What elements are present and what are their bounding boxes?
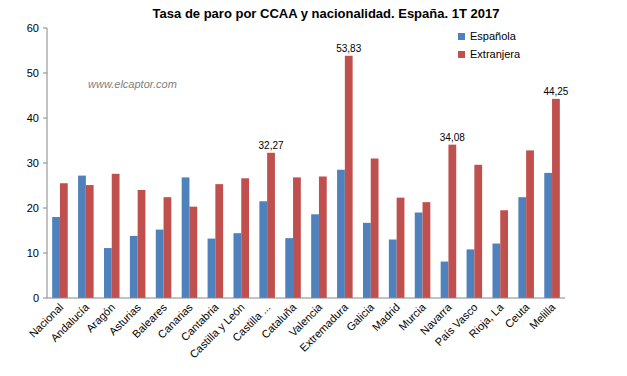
bar [552,99,560,298]
bar [233,233,241,298]
chart: Tasa de paro por CCAA y nacionalidad. Es… [0,0,627,376]
bar [267,153,275,298]
y-tick-label: 0 [33,292,39,304]
y-tick [43,253,47,254]
data-label: 44,25 [543,86,568,97]
bar [164,197,172,298]
bar [448,145,456,298]
data-label: 32,27 [259,140,284,151]
bar [189,207,197,298]
bar [389,240,397,299]
bar [492,244,500,298]
y-tick [43,28,47,29]
bar [363,223,371,298]
bar [441,262,449,298]
y-tick-label: 40 [27,112,39,124]
y-tick-label: 10 [27,247,39,259]
legend-label: Española [470,30,517,42]
y-tick [43,118,47,119]
bar [467,249,475,298]
bar [293,177,301,298]
bar [526,150,534,298]
bar [259,201,267,298]
bars [52,56,560,298]
bar [156,230,164,298]
bar [319,177,327,299]
bar [285,238,293,298]
y-tick [43,163,47,164]
y-tick-label: 50 [27,67,39,79]
bar [423,202,431,298]
bar [215,184,223,298]
bar [397,198,405,298]
y-tick [43,73,47,74]
bar [86,185,94,298]
y-axis [47,28,48,298]
legend-label: Extranjera [470,48,521,60]
bar [78,176,86,298]
x-tick-label: Ceuta [502,300,532,330]
x-tick-label: Rioja, La [466,300,506,340]
x-tick-label: Galicia [344,300,377,333]
bar [518,197,526,298]
x-tick-label: Andalucía [48,300,92,344]
bar [104,248,112,298]
bar [52,217,60,298]
bar [337,170,345,298]
data-label: 34,08 [440,132,465,143]
y-tick-label: 20 [27,202,39,214]
bar [311,214,319,298]
bar [208,239,216,298]
x-axis [47,298,565,299]
bar [112,174,120,298]
bar [241,178,249,298]
bar [138,190,146,298]
background [0,0,627,376]
bar [500,210,508,298]
bar [345,56,353,298]
title: Tasa de paro por CCAA y nacionalidad. Es… [153,6,500,21]
bar [60,183,68,298]
x-tick-label: Madrid [370,301,402,333]
bar [130,236,138,298]
bar [371,159,379,299]
y-tick [43,298,47,299]
data-labels: 32,27 53,83 34,08 44,25 [259,43,569,151]
y-tick-label: 60 [27,22,39,34]
bar [415,213,423,299]
legend-swatch [458,51,465,58]
bar [544,173,552,298]
x-tick-label: Extremadura [297,300,351,354]
bar [182,177,190,298]
annotation: www.elcaptor.com [88,78,177,90]
bar [474,165,482,298]
data-label: 53,83 [336,43,361,54]
x-tick-label: Melilla [527,300,558,331]
y-tick [43,208,47,209]
y-tick-label: 30 [27,157,39,169]
legend-swatch [458,33,465,40]
